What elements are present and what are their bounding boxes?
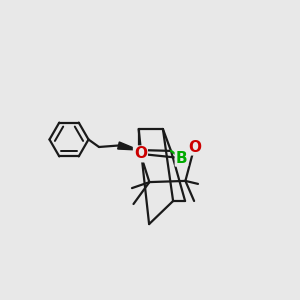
Text: B: B <box>176 151 187 166</box>
Polygon shape <box>118 142 139 150</box>
Text: O: O <box>188 140 201 154</box>
Text: O: O <box>134 146 147 161</box>
